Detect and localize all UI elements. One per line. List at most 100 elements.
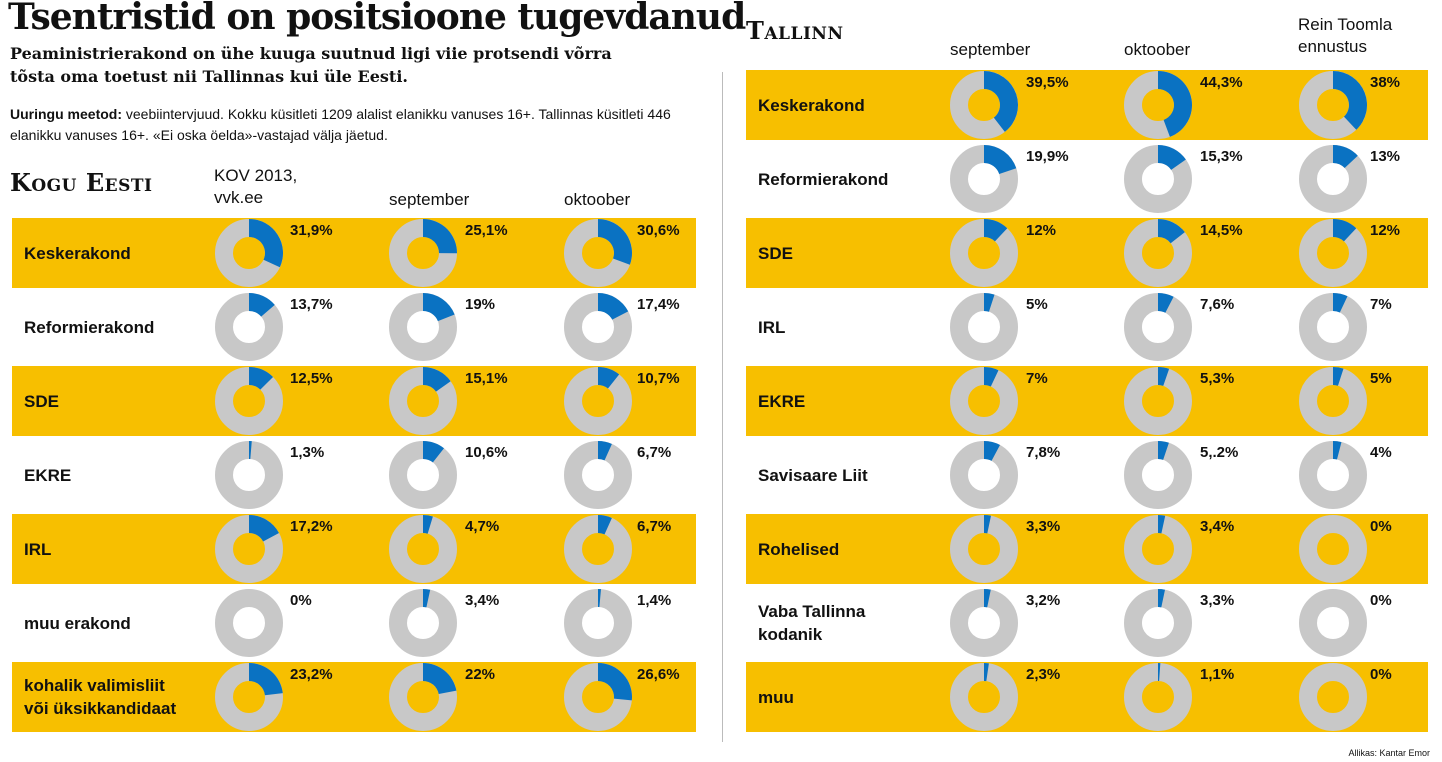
donut-chart [1124, 367, 1192, 435]
value-label: 7% [1370, 296, 1392, 313]
donut-chart [389, 219, 457, 287]
value-label: 7% [1026, 370, 1048, 387]
page-title: Tsentristid on positsioone tugevdanud [8, 0, 746, 38]
donut-rest-segment [215, 589, 283, 657]
table-row: muu 2,3% 1,1% 0% [746, 662, 1428, 732]
value-label: 2,3% [1026, 666, 1061, 683]
value-label: 13% [1370, 148, 1401, 165]
donut-share-segment [249, 293, 275, 317]
value-label: 12,5% [290, 370, 333, 387]
donut-chart [950, 441, 1018, 509]
section-title-kogu-eesti: Kogu Eesti [10, 168, 153, 197]
donut-share-segment [984, 145, 1017, 174]
donut-share-segment [423, 515, 433, 534]
donut-chart [564, 515, 632, 583]
party-label: Rohelised [758, 539, 840, 559]
donut-chart [389, 515, 457, 583]
party-label: IRL [758, 317, 786, 337]
party-label: muu [758, 687, 794, 707]
value-label: 12% [1026, 222, 1057, 239]
table-row: Keskerakond 31,9% 25,1% 30,6% [12, 218, 696, 288]
donut-share-segment [1333, 293, 1348, 313]
value-label: 3,4% [1200, 518, 1235, 535]
donut-chart [564, 367, 632, 435]
donut-share-segment [984, 71, 1018, 132]
panel-divider [722, 72, 723, 742]
donut-share-segment [984, 441, 1001, 461]
donut-share-segment [1158, 145, 1186, 170]
source-note: Allikas: Kantar Emor [1348, 748, 1430, 758]
donut-chart [1299, 293, 1367, 361]
party-label: Keskerakond [24, 243, 131, 263]
value-label: 12% [1370, 222, 1401, 239]
party-label: Vaba Tallinna kodanik [758, 602, 866, 644]
donut-chart [564, 441, 632, 509]
donut-share-segment [598, 441, 612, 461]
value-label: 17,4% [637, 296, 680, 313]
party-label: muu erakond [24, 613, 131, 633]
donut-share-segment [249, 515, 279, 542]
donut-share-segment [984, 515, 991, 534]
donut-chart [950, 663, 1018, 731]
donut-share-segment [1158, 293, 1174, 313]
value-label: 1,3% [290, 444, 325, 461]
value-label: 7,6% [1200, 296, 1235, 313]
donut-share-segment [984, 663, 989, 682]
party-label: Reformierakond [24, 317, 155, 337]
donut-share-segment [984, 367, 999, 387]
donut-rest-segment [1299, 589, 1367, 657]
party-label: kohalik valimisliit või üksikkandidaat [24, 676, 177, 718]
donut-share-segment [249, 219, 283, 268]
donut-chart [950, 515, 1018, 583]
table-row: Reformierakond 19,9% 15,3% 13% [746, 144, 1428, 214]
value-label: 31,9% [290, 222, 333, 239]
donut-share-segment [1158, 71, 1192, 137]
donut-share-segment [1158, 515, 1166, 534]
value-label: 10,7% [637, 370, 680, 387]
value-label: 0% [1370, 592, 1392, 609]
table-row: Reformierakond 13,7% 19% 17,4% [12, 292, 696, 362]
value-label: 30,6% [637, 222, 680, 239]
value-label: 19% [465, 296, 496, 313]
donut-chart [950, 367, 1018, 435]
donut-chart [1124, 219, 1192, 287]
party-label: SDE [24, 391, 59, 411]
method-label: Uuringu meetod: [10, 106, 122, 122]
donut-chart [564, 293, 632, 361]
value-label: 4,7% [465, 518, 500, 535]
donut-chart [215, 219, 283, 287]
donut-chart [1124, 589, 1192, 657]
value-label: 3,3% [1200, 592, 1235, 609]
value-label: 22% [465, 666, 496, 683]
donut-chart [215, 293, 283, 361]
value-label: 3,4% [465, 592, 500, 609]
donut-share-segment [1333, 441, 1342, 460]
donut-chart [389, 441, 457, 509]
value-label: 10,6% [465, 444, 508, 461]
value-label: 6,7% [637, 444, 672, 461]
value-label: 5% [1370, 370, 1392, 387]
donut-chart [1124, 145, 1192, 213]
page-subtitle: Peaministrierakond on ühe kuuga suutnud … [10, 44, 612, 86]
donut-share-segment [598, 367, 620, 389]
value-label: 3,2% [1026, 592, 1061, 609]
donut-chart [215, 441, 283, 509]
donut-chart [564, 219, 632, 287]
donut-share-segment [1158, 589, 1165, 608]
donut-share-segment [249, 663, 283, 696]
value-label: 38% [1370, 74, 1401, 91]
donut-chart [1299, 219, 1367, 287]
donut-share-segment [1158, 663, 1161, 682]
value-label: 13,7% [290, 296, 333, 313]
table-row: muu erakond 0% 3,4% 1,4% [12, 588, 696, 658]
donut-chart [1299, 515, 1367, 583]
value-label: 15,1% [465, 370, 508, 387]
donut-share-segment [249, 441, 252, 460]
donut-share-segment [598, 219, 632, 265]
donut-share-segment [423, 293, 455, 322]
donut-chart [1299, 71, 1367, 139]
party-label: Reformierakond [758, 169, 889, 189]
donut-rest-segment [1299, 663, 1367, 731]
donut-share-segment [1333, 219, 1357, 242]
donut-share-segment [423, 663, 457, 695]
